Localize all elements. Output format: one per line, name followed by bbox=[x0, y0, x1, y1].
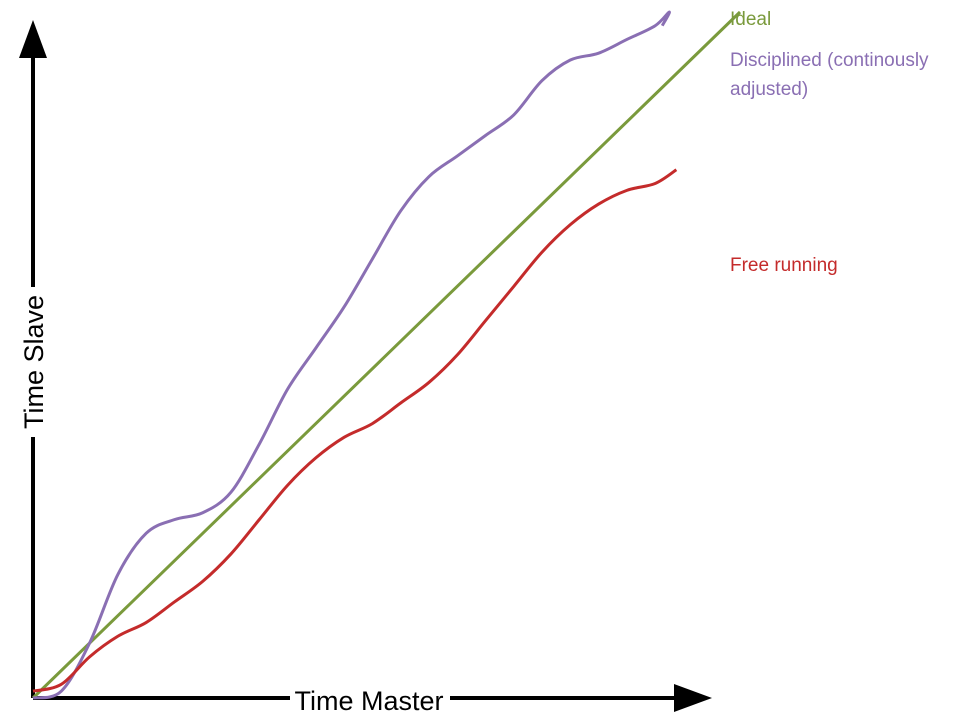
x-axis-label: Time Master bbox=[294, 686, 443, 714]
legend-label-disciplined-line2: adjusted) bbox=[730, 79, 808, 100]
legend-label-ideal: Ideal bbox=[730, 9, 771, 30]
y-axis-arrow-icon bbox=[19, 20, 47, 58]
series-line-disciplined bbox=[32, 10, 671, 700]
legend-label-disciplined-line1: Disciplined (continously bbox=[730, 50, 929, 71]
y-axis-label-bg bbox=[16, 287, 50, 437]
y-axis-label: Time Slave bbox=[19, 295, 49, 429]
series-line-free-running bbox=[32, 168, 678, 693]
series-line-ideal bbox=[31, 10, 742, 700]
x-axis-arrow-icon bbox=[674, 684, 712, 712]
x-axis-label-bg bbox=[290, 680, 450, 714]
legend-label-free-running: Free running bbox=[730, 255, 838, 276]
